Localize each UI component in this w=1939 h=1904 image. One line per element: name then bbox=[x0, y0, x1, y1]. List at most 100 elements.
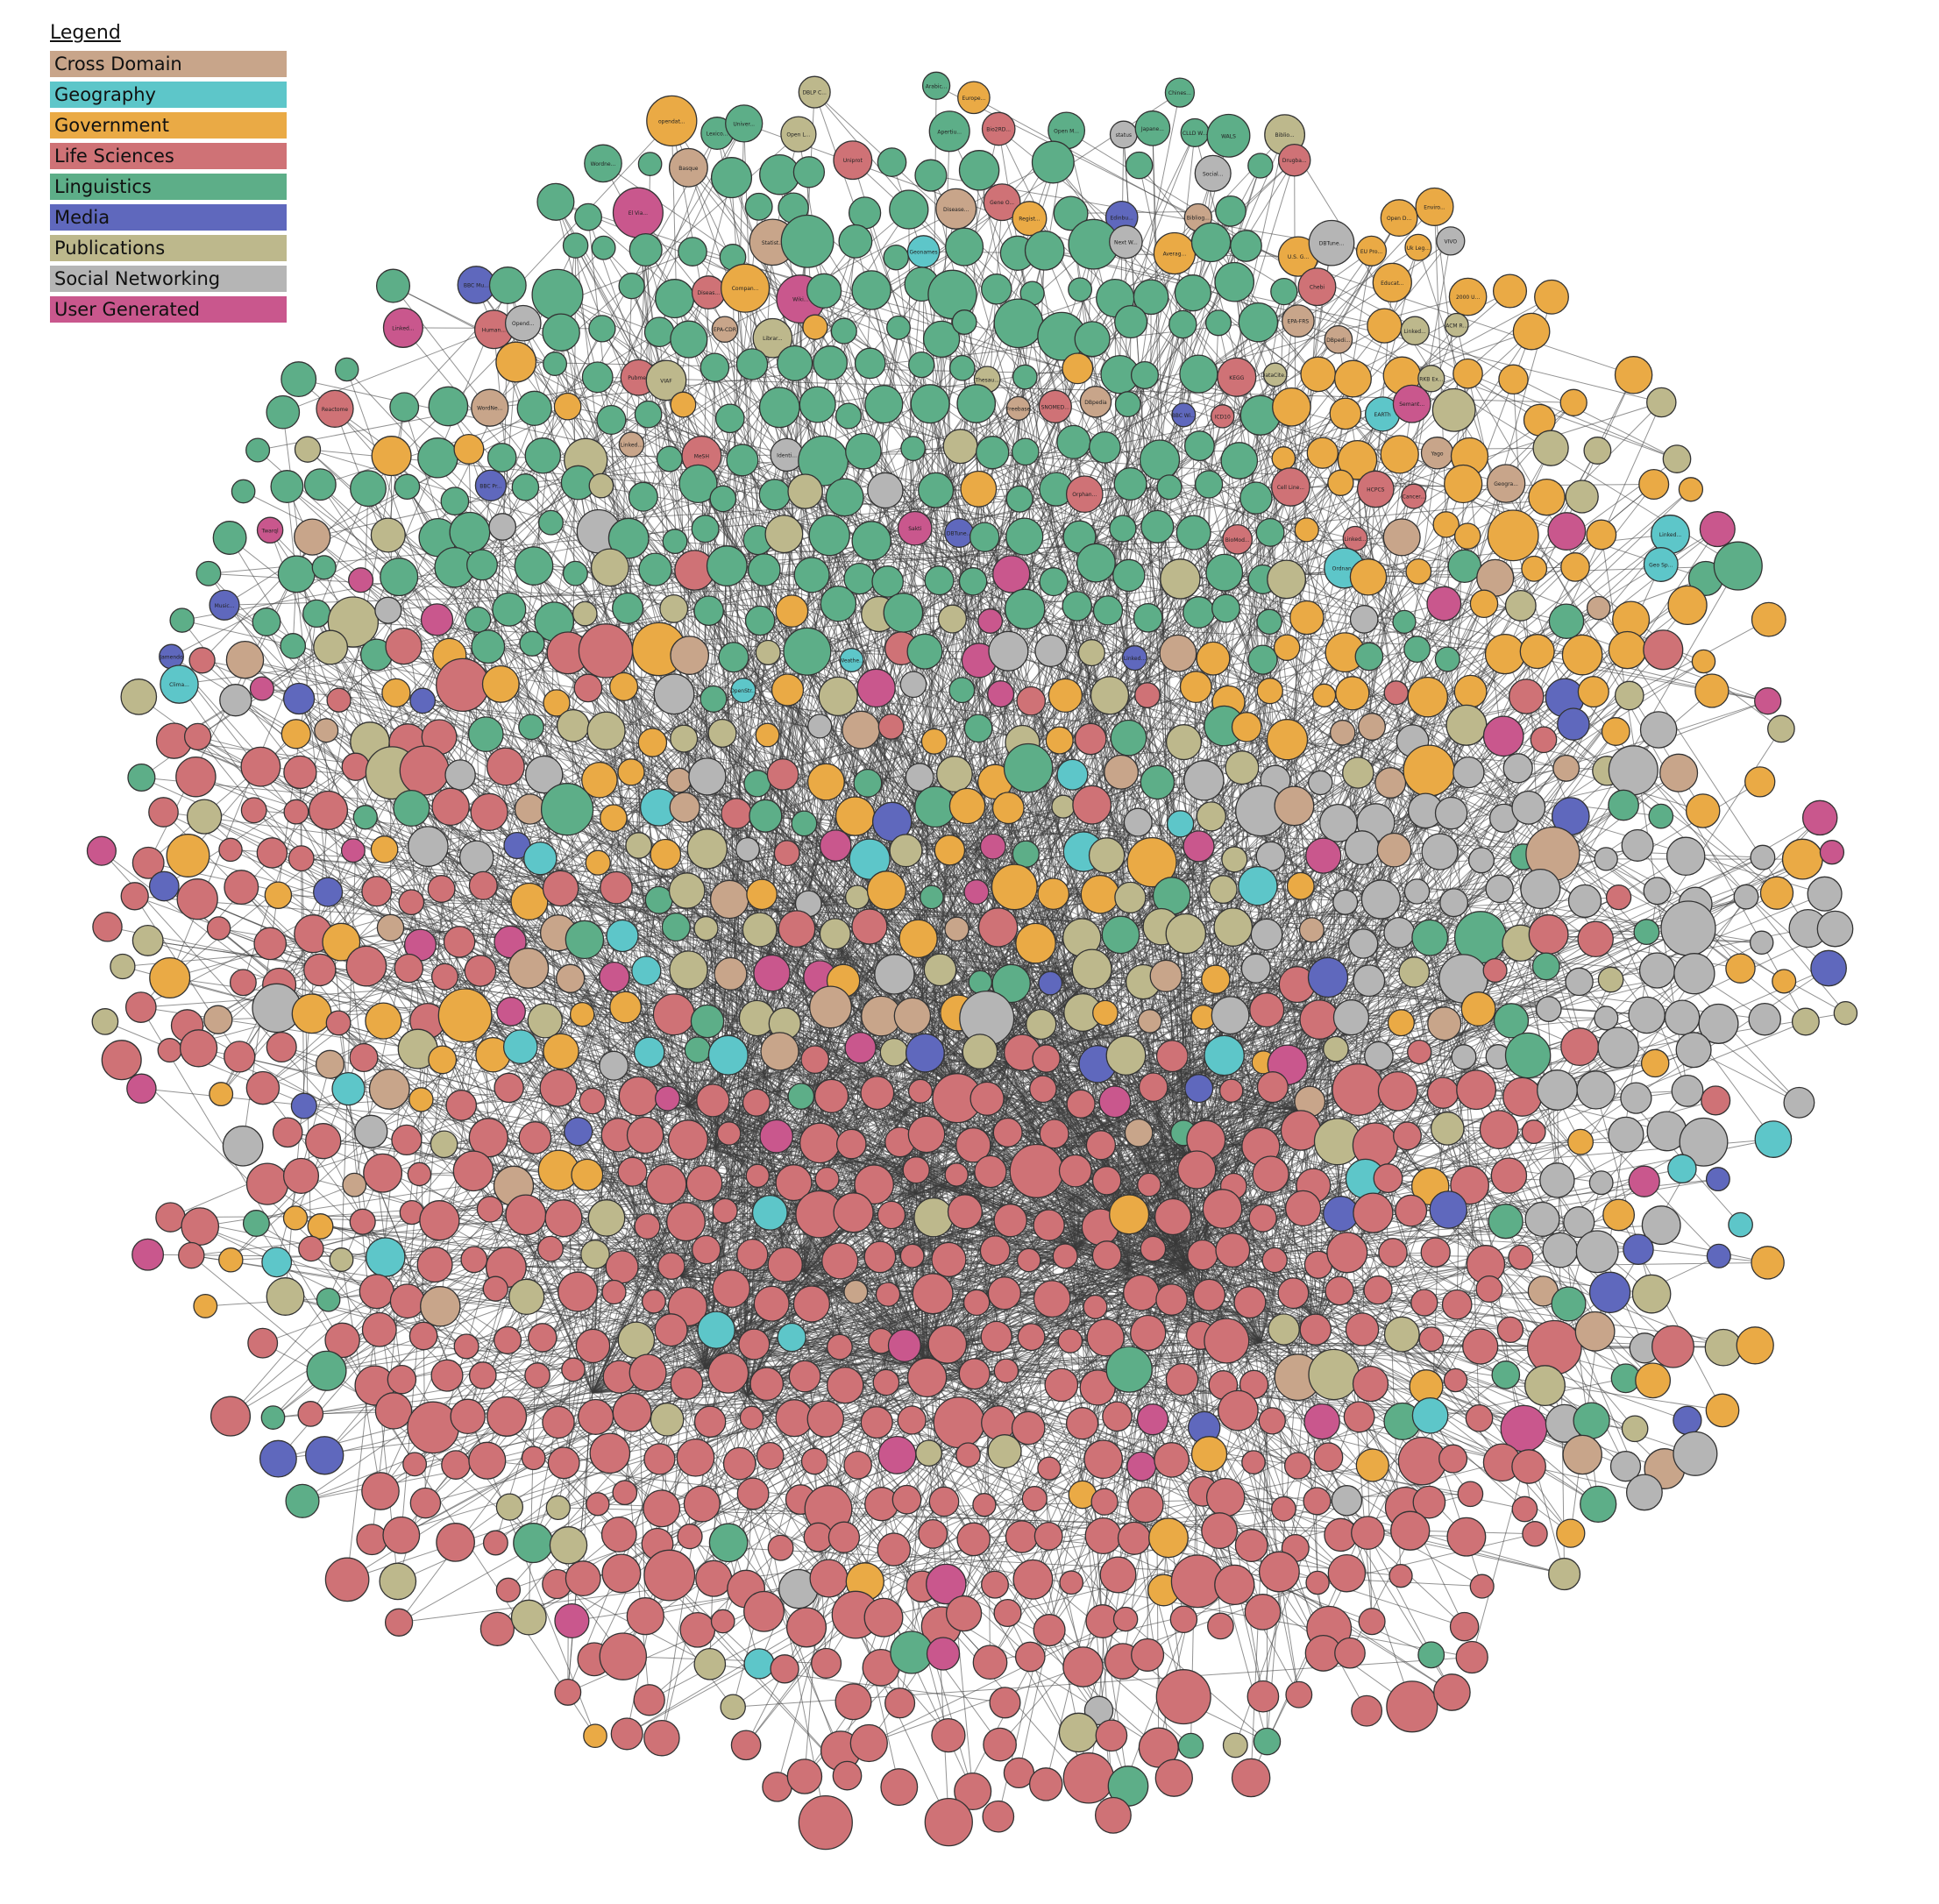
dataset-node-circle bbox=[1498, 364, 1529, 395]
dataset-node bbox=[1056, 758, 1089, 791]
dataset-node bbox=[1519, 634, 1555, 670]
dataset-node bbox=[453, 433, 485, 465]
dataset-node bbox=[1183, 596, 1215, 629]
dataset-node: Europe... bbox=[957, 81, 991, 115]
dataset-node: HCPCS bbox=[1356, 470, 1395, 508]
dataset-node bbox=[1360, 879, 1402, 920]
dataset-node-circle bbox=[465, 606, 492, 633]
dataset-node bbox=[514, 793, 546, 825]
dataset-node-circle bbox=[1417, 365, 1445, 393]
dataset-node bbox=[1405, 558, 1432, 585]
dataset-node-circle bbox=[229, 969, 257, 997]
dataset-node-label: Freebase bbox=[1006, 406, 1030, 412]
dataset-node-circle bbox=[1678, 477, 1704, 502]
dataset-node bbox=[898, 919, 938, 959]
dataset-node-circle bbox=[1110, 719, 1147, 757]
dataset-node-circle bbox=[536, 182, 575, 221]
dataset-node-circle bbox=[1504, 589, 1537, 622]
dataset-node-circle bbox=[511, 473, 540, 501]
dataset-node-circle bbox=[1165, 913, 1207, 955]
dataset-node bbox=[787, 473, 823, 509]
dataset-node-circle bbox=[1196, 641, 1231, 676]
dataset-node-circle bbox=[883, 244, 909, 271]
dataset-node-circle bbox=[1694, 673, 1729, 708]
dataset-node-circle bbox=[1239, 481, 1273, 515]
dataset-node bbox=[842, 710, 881, 750]
dataset-node-circle bbox=[669, 950, 708, 990]
dataset-node-circle bbox=[1358, 713, 1386, 741]
link-edge bbox=[1317, 1091, 1688, 1502]
dataset-node-circle bbox=[1621, 828, 1654, 862]
dataset-node bbox=[1179, 354, 1218, 394]
dataset-node-label: Yago bbox=[1431, 451, 1444, 457]
dataset-node-circle bbox=[1372, 262, 1412, 303]
dataset-node-circle bbox=[856, 668, 896, 708]
dataset-node bbox=[1643, 877, 1672, 906]
dataset-node bbox=[1012, 364, 1038, 390]
dataset-node bbox=[430, 963, 459, 991]
dataset-node: Linked... bbox=[1121, 645, 1148, 671]
dataset-node bbox=[835, 796, 876, 836]
dataset-node bbox=[1492, 274, 1528, 309]
dataset-node-circle bbox=[1140, 509, 1175, 543]
dataset-node-circle bbox=[588, 472, 614, 499]
dataset-node-circle bbox=[1376, 832, 1412, 868]
dataset-node-circle bbox=[798, 75, 831, 109]
dataset-node bbox=[1532, 430, 1569, 466]
dataset-node bbox=[1140, 509, 1175, 543]
dataset-node-circle bbox=[1511, 790, 1546, 825]
dataset-node bbox=[308, 790, 349, 830]
dataset-node bbox=[1467, 847, 1495, 874]
link-edge bbox=[411, 452, 1323, 809]
dataset-node: Educat... bbox=[1372, 262, 1412, 303]
dataset-node-circle bbox=[1392, 609, 1417, 635]
node-layer: DBLP C... Arabic... Europe... Chines... open… bbox=[86, 71, 1858, 1851]
dataset-node-circle bbox=[1230, 230, 1262, 262]
dataset-node bbox=[481, 664, 520, 703]
dataset-node-circle bbox=[963, 878, 990, 906]
dataset-node-circle bbox=[1767, 714, 1795, 743]
dataset-node-circle bbox=[256, 837, 288, 869]
link-edge bbox=[1559, 1181, 1645, 1251]
dataset-node bbox=[1011, 437, 1040, 466]
dataset-node bbox=[889, 834, 923, 868]
dataset-node-circle bbox=[691, 515, 720, 543]
dataset-node bbox=[1024, 230, 1065, 271]
link-edge bbox=[513, 1185, 1294, 1294]
dataset-node: EU Pro... bbox=[1355, 235, 1388, 266]
dataset-node bbox=[1005, 517, 1044, 556]
dataset-node-circle bbox=[1659, 753, 1699, 792]
dataset-node bbox=[86, 835, 117, 866]
dataset-node-circle bbox=[690, 1004, 725, 1039]
link-edge bbox=[524, 123, 745, 488]
dataset-node bbox=[380, 558, 419, 597]
dataset-node: Twarql bbox=[256, 516, 284, 544]
dataset-node-circle bbox=[618, 431, 645, 458]
dataset-node-circle bbox=[281, 361, 317, 398]
dataset-node-circle bbox=[409, 687, 437, 714]
dataset-node bbox=[1816, 910, 1854, 948]
dataset-node bbox=[1398, 956, 1431, 988]
dataset-node bbox=[669, 950, 708, 990]
dataset-node bbox=[1247, 644, 1278, 675]
dataset-node-label: Open L... bbox=[786, 132, 810, 139]
dataset-node bbox=[807, 714, 833, 739]
dataset-node-circle bbox=[1247, 153, 1274, 179]
dataset-node-circle bbox=[1492, 274, 1528, 309]
dataset-node-circle bbox=[600, 804, 628, 833]
dataset-node-circle bbox=[308, 790, 349, 830]
dataset-node bbox=[495, 341, 537, 383]
dataset-node bbox=[1583, 437, 1612, 465]
link-edge bbox=[891, 726, 1235, 1586]
dataset-node-circle bbox=[948, 677, 976, 704]
dataset-node bbox=[851, 270, 891, 310]
dataset-node-label: ICD10 bbox=[1215, 414, 1231, 420]
dataset-node-circle bbox=[538, 509, 564, 536]
dataset-node-circle bbox=[283, 799, 309, 825]
dataset-node bbox=[1088, 837, 1126, 874]
dataset-node-circle bbox=[224, 870, 259, 906]
dataset-node bbox=[1225, 750, 1260, 785]
dataset-node-circle bbox=[294, 436, 322, 463]
dataset-node-circle bbox=[1608, 630, 1647, 670]
